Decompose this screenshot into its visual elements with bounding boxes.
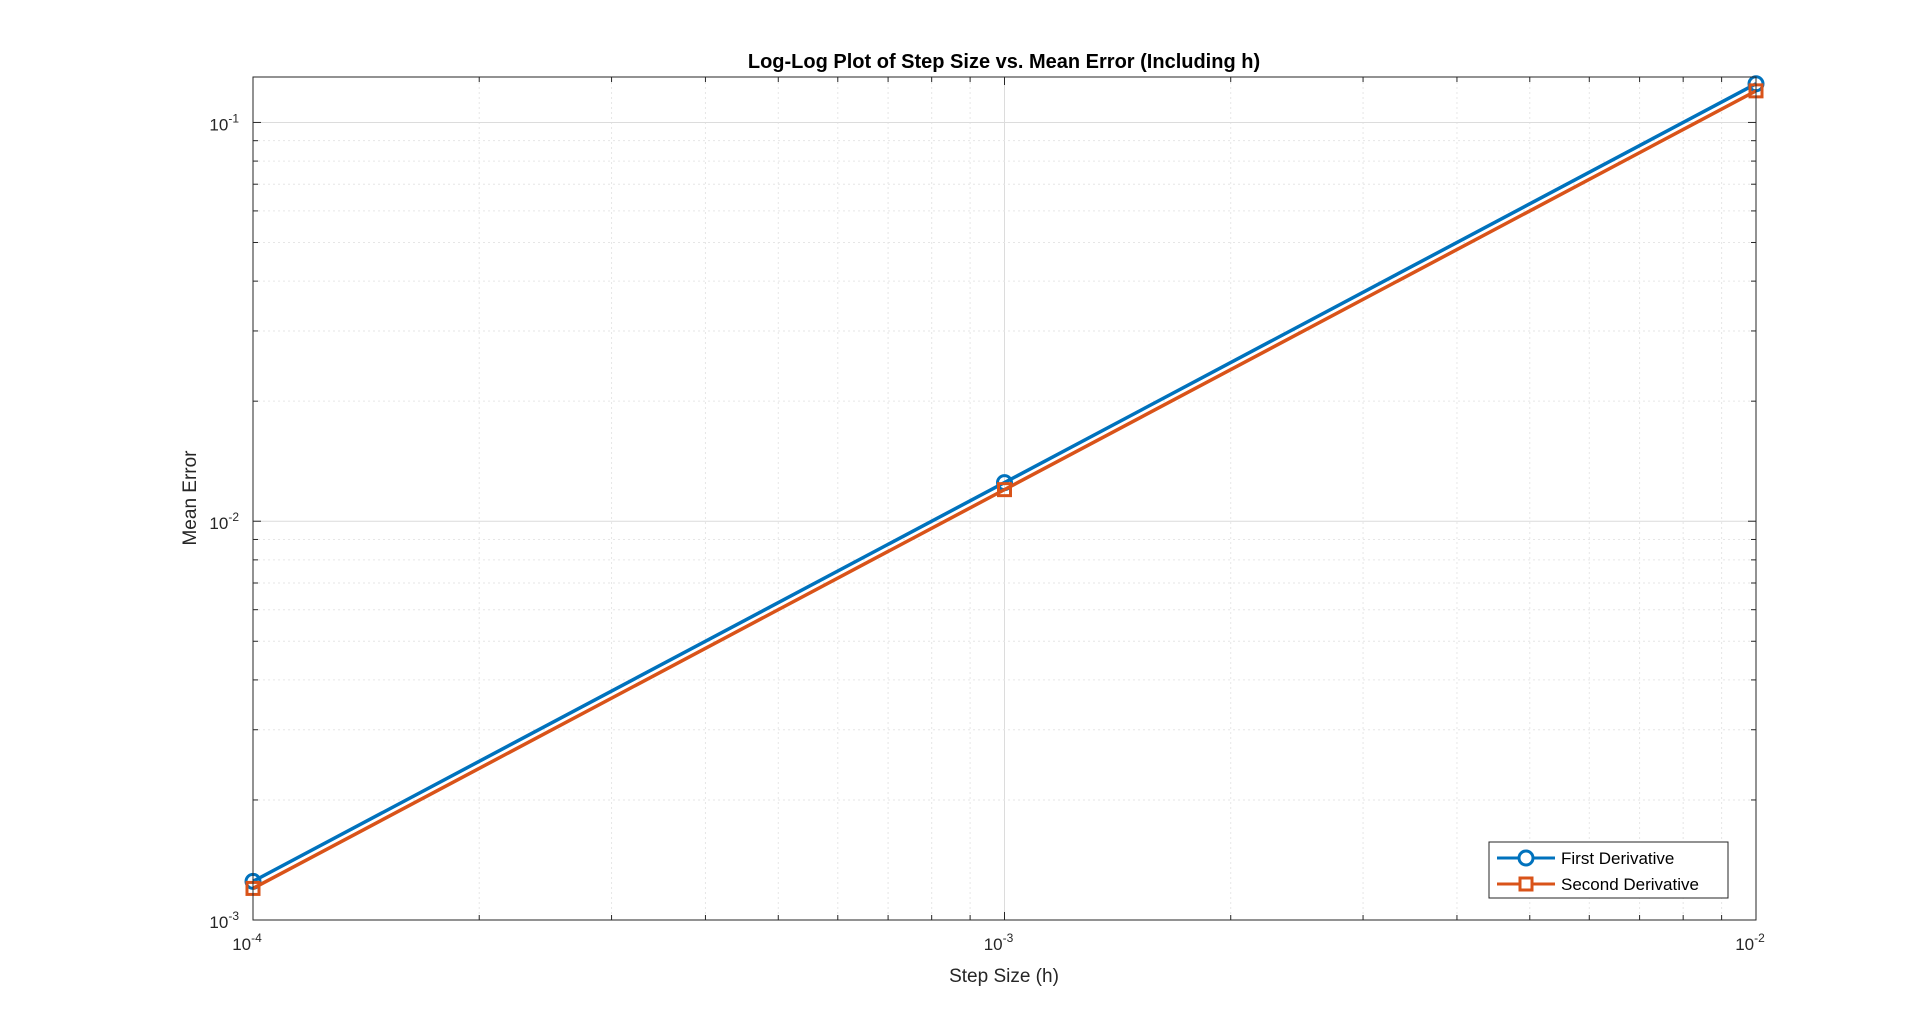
chart-title: Log-Log Plot of Step Size vs. Mean Error…	[748, 51, 1260, 73]
x-axis-label: Step Size (h)	[949, 966, 1059, 987]
legend-marker-circle-icon	[1517, 849, 1535, 867]
y-tick-label: 10-2	[209, 510, 239, 533]
legend-item-first-derivative: First Derivative	[1497, 849, 1674, 868]
y-tick-label: 10-3	[209, 909, 239, 932]
x-tick-label: 10-3	[984, 931, 1014, 954]
y-tick-labels: 10-3 10-2 10-1	[209, 111, 239, 932]
legend-item-second-derivative: Second Derivative	[1497, 875, 1699, 894]
x-tick-labels: 10-4 10-3 10-2	[232, 931, 1765, 954]
legend-marker-square-icon	[1518, 876, 1534, 892]
legend: First Derivative Second Derivative	[1488, 841, 1729, 899]
x-tick-label: 10-2	[1735, 931, 1765, 954]
x-tick-label: 10-4	[232, 931, 262, 954]
y-tick-label: 10-1	[209, 111, 239, 134]
y-axis-label: Mean Error	[180, 450, 201, 546]
series-line-second-derivative	[252, 89, 1757, 890]
legend-label-first-derivative: First Derivative	[1561, 849, 1674, 868]
grid	[252, 77, 1757, 921]
legend-label-second-derivative: Second Derivative	[1561, 875, 1699, 894]
tick-marks	[252, 77, 1757, 921]
data-point-second-derivative	[997, 482, 1012, 498]
